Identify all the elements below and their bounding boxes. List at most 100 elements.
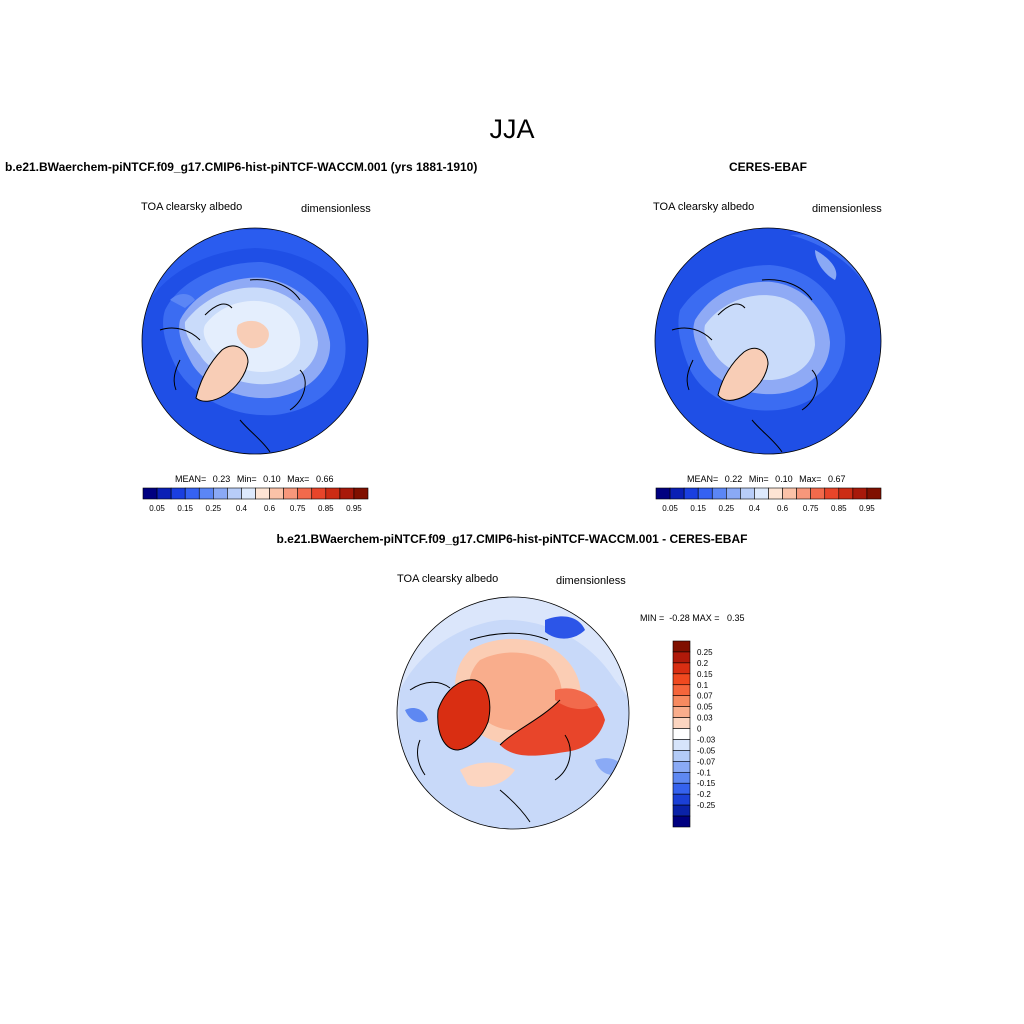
colorbar-model-tick-label: 0.85 [318,504,334,513]
colorbar-obs-tick-label: 0.6 [777,504,789,513]
colorbar-diff-tick-label: 0.07 [697,692,713,701]
colorbar-model-tick-label: 0.4 [236,504,248,513]
colorbar-model-swatch [339,487,355,500]
colorbar-model-tick-label: 0.6 [264,504,276,513]
colorbar-obs-tick-label: 0.95 [859,504,875,513]
colorbar-diff-tick-label: 0.03 [697,714,713,723]
colorbar-model-swatch [156,487,172,500]
colorbar-diff-tick-label: -0.1 [697,768,711,777]
colorbar-obs-swatch [697,487,713,500]
panel2-stats: MEAN= 0.22 Min= 0.10 Max= 0.67 [687,474,845,484]
colorbar-obs-swatch [810,487,826,500]
colorbar-obs-tick-label: 0.05 [662,504,678,513]
panel2-mean-label: MEAN= [687,474,719,484]
map3-polar-plot [396,596,630,830]
panel1-max-value: 0.66 [315,474,334,484]
colorbar-diff-swatch [672,640,691,653]
map2-polar-plot [654,227,882,455]
panel1-min-label: Min= [236,474,257,484]
colorbar-obs-tick-label: 0.75 [803,504,819,513]
colorbar-diff-tick-label: 0.2 [697,659,709,668]
colorbar-diff-swatch [672,673,691,686]
map1-polar-plot [141,227,369,455]
panel1-mean-label: MEAN= [175,474,207,484]
colorbar-diff-swatch [672,728,691,740]
panel2-units-label: dimensionless [812,203,882,215]
colorbar-obs-swatch [796,487,811,500]
panel2-mean-value: 0.22 [724,474,743,484]
colorbar-obs-swatch [852,487,868,500]
colorbar-diff-swatch [672,782,691,795]
colorbar-diff-tick-label: 0 [697,725,702,734]
colorbar-model-tick-label: 0.25 [206,504,222,513]
colorbar-diff-swatch [672,815,691,828]
panel1-units-label: dimensionless [301,203,371,215]
colorbar-obs-swatch [711,487,727,500]
colorbar-diff-swatch [672,662,691,675]
colorbar-obs-swatch [866,487,882,500]
colorbar-diff-swatch [672,793,691,806]
panel1-min-value: 0.10 [263,474,281,484]
colorbar-model-swatch [325,487,341,500]
colorbar-obs-swatch [782,487,797,500]
panel2-min-value: 0.10 [775,474,793,484]
colorbar-model-swatch [241,487,256,500]
colorbar-diff-swatch [672,706,691,718]
colorbar-model-swatch [170,487,186,500]
panel1-stats: MEAN= 0.23 Min= 0.10 Max= 0.66 [175,474,333,484]
colorbar-diff-tick-label: -0.05 [697,746,716,755]
panel1-variable-label: TOA clearsky albedo [141,201,243,213]
colorbar-model-tick-label: 0.05 [149,504,165,513]
colorbar-diff-swatch [672,750,691,762]
colorbar-diff-swatch [672,771,691,784]
colorbar-model-swatch [142,487,158,500]
colorbar-obs-swatch [740,487,755,500]
colorbar-obs-tick-label: 0.85 [831,504,847,513]
colorbar-diff-swatch [672,739,691,751]
panel2-min-label: Min= [748,474,769,484]
colorbar-obs-tick-label: 0.15 [690,504,706,513]
colorbar-obs-swatch [824,487,840,500]
colorbar-diff-tick-label: -0.25 [697,801,716,810]
colorbar-model-swatch [283,487,298,500]
colorbar-diff-tick-label: 0.25 [697,648,713,657]
panel1-max-label: Max= [287,474,310,484]
colorbar-diff-swatch [672,651,691,664]
colorbar-diff-tick-label: 0.15 [697,670,713,679]
colorbar-obs-swatch [838,487,854,500]
panel2-max-label: Max= [799,474,822,484]
colorbar-model-tick-label: 0.75 [290,504,306,513]
colorbar-diff-swatch [672,804,691,817]
colorbar-model-swatch [227,487,242,500]
colorbar-diff-swatch [672,761,691,773]
panel1-title: b.e21.BWaerchem-piNTCF.f09_g17.CMIP6-his… [5,160,478,174]
colorbar-model-swatch [311,487,327,500]
panel2-title: CERES-EBAF [728,160,807,174]
colorbar-obs-swatch [683,487,699,500]
colorbar-obs-swatch [768,487,783,500]
panel2-max-value: 0.67 [827,474,846,484]
colorbar-obs-swatch [726,487,741,500]
colorbar-obs-tick-label: 0.25 [719,504,735,513]
panel1-mean-value: 0.23 [212,474,231,484]
colorbar-diff-tick-label: -0.2 [697,790,711,799]
colorbar-model-swatch [213,487,228,500]
panel3-minmax: MIN = -0.28 MAX = 0.35 [640,613,745,623]
colorbar-model: 0.05 0.15 0.25 0.4 0.6 0.75 0.85 0.95 [142,487,369,513]
colorbar-model-swatch [297,487,313,500]
colorbar-model-tick-label: 0.15 [177,504,193,513]
colorbar-model-swatch [255,487,270,500]
colorbar-model-swatch [184,487,200,500]
colorbar-obs-swatch [754,487,769,500]
panel3-units-label: dimensionless [556,575,626,587]
panel3-variable-label: TOA clearsky albedo [397,573,499,585]
colorbar-model-tick-label: 0.95 [346,504,362,513]
colorbar-diff-swatch [672,695,691,707]
colorbar-diff-swatch [672,684,691,697]
panel2-variable-label: TOA clearsky albedo [653,201,755,213]
colorbar-diff-tick-label: 0.05 [697,703,713,712]
colorbar-diff-tick-label: -0.15 [697,779,716,788]
colorbar-diff-swatch [672,717,691,729]
